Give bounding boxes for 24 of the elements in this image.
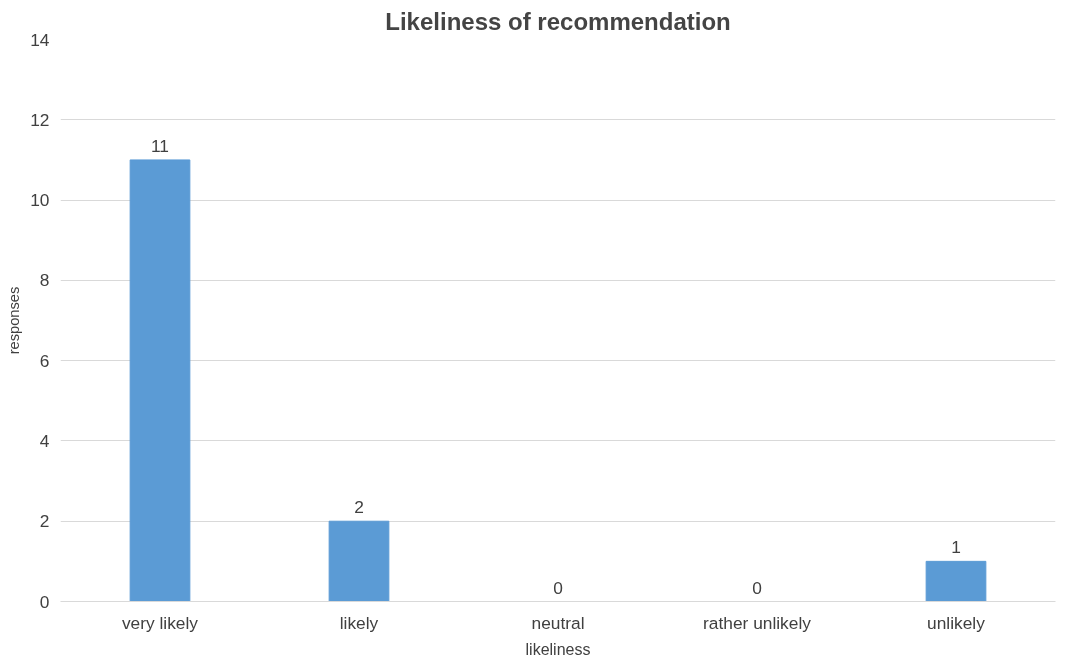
data-label: 2 [354,497,364,518]
x-tick-label: rather unlikely [703,612,812,633]
x-tick-label: likely [339,612,379,633]
y-tick-label: 2 [39,511,50,532]
data-label: 0 [752,577,762,598]
y-tick-label: 14 [30,29,50,50]
x-tick-label: very likely [121,612,199,633]
data-label: 0 [553,577,563,598]
y-tick-label: 8 [39,270,50,291]
x-tick-label: unlikely [927,612,986,633]
data-label: 1 [951,537,961,558]
y-tick-label: 6 [39,350,50,371]
data-label: 11 [151,135,170,156]
y-axis-title: responses [6,286,23,355]
bar [129,159,191,602]
x-tick-label: neutral [531,612,585,633]
y-tick-label: 4 [39,430,50,451]
y-tick-label: 0 [39,591,50,612]
x-axis-title: likeliness [525,640,591,658]
y-tick-label: 10 [30,190,50,211]
bar [925,560,987,602]
bar [328,520,390,602]
chart-title: Likeliness of recommendation [385,7,731,35]
y-tick-label: 12 [30,109,50,130]
